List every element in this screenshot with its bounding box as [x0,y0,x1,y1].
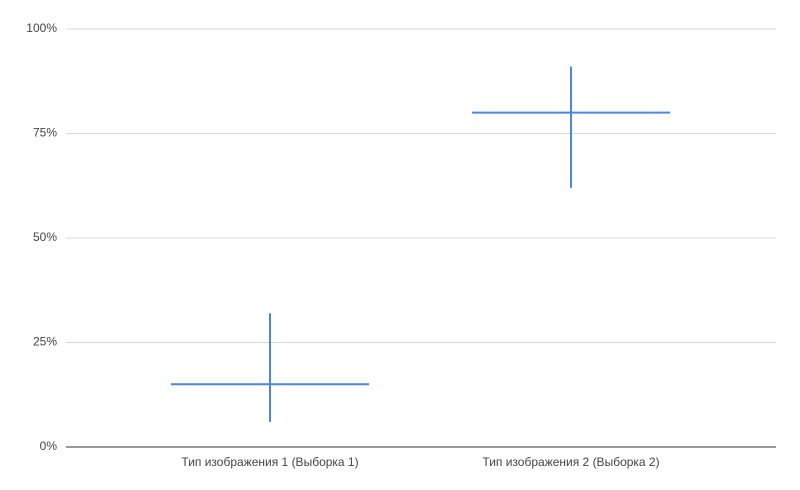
x-tick-label: Тип изображения 1 (Выборка 1) [181,455,358,469]
y-tick-label: 0% [40,439,58,453]
x-tick-label: Тип изображения 2 (Выборка 2) [482,455,659,469]
y-tick-label: 75% [33,126,57,140]
y-tick-label: 25% [33,335,57,349]
y-tick-label: 100% [26,21,57,35]
y-tick-label: 50% [33,230,57,244]
